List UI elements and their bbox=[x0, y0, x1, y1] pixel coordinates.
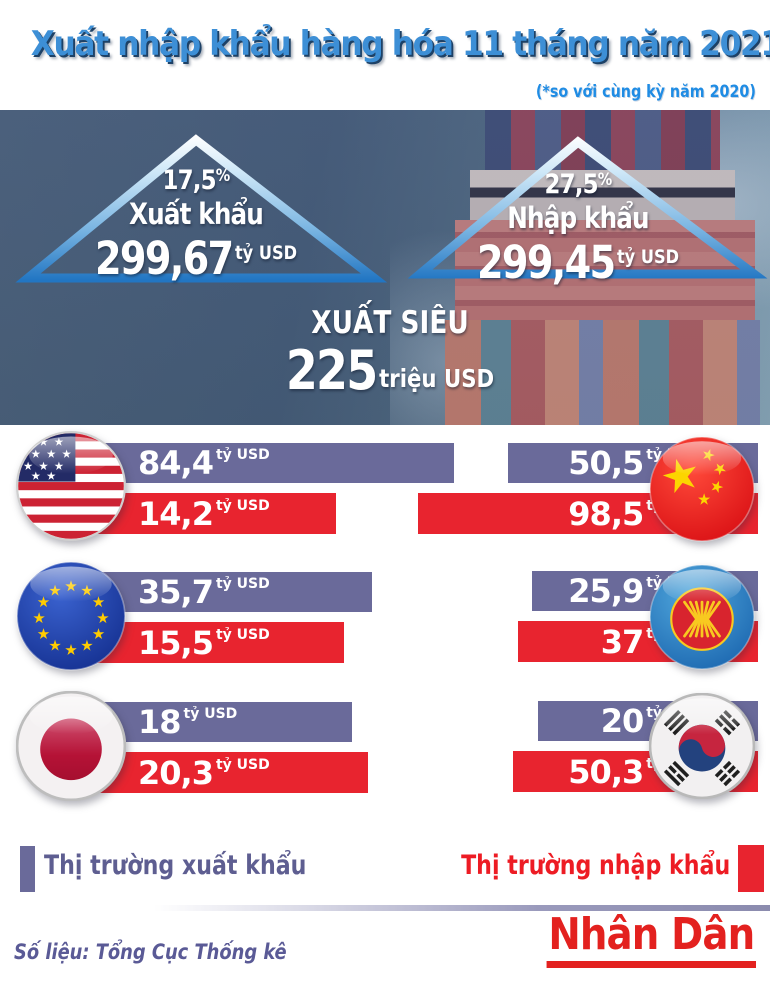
import-total-unit: tỷ USD bbox=[616, 245, 679, 268]
growth-triangles bbox=[15, 134, 768, 283]
trade-balance: XUẤT SIÊU 225 triệu USD bbox=[271, 306, 509, 398]
import-total-value: 299,45 bbox=[477, 235, 616, 289]
nhan-dan-logo: Nhân Dân bbox=[546, 911, 756, 969]
trade-balance-unit: triệu USD bbox=[379, 364, 495, 394]
japan-import-value: 20,3 bbox=[138, 753, 214, 792]
export-legend-swatch bbox=[20, 846, 35, 892]
trade-balance-label: XUẤT SIÊU bbox=[311, 305, 469, 341]
asean-export-value: 25,9 bbox=[568, 572, 644, 610]
import-triangle-text: 27,5% Nhập khẩu 299,45 tỷ USD bbox=[476, 170, 680, 285]
import-label: Nhập khẩu bbox=[507, 200, 649, 235]
china-import-value: 98,5 bbox=[568, 494, 644, 533]
value-unit: tỷ USD bbox=[215, 497, 270, 514]
photo-tint-overlay bbox=[0, 110, 770, 425]
china-flag-icon bbox=[649, 436, 755, 542]
usa-import-value: 14,2 bbox=[138, 494, 214, 533]
import-triangle-icon bbox=[407, 136, 768, 279]
export-triangle-icon bbox=[15, 134, 388, 283]
eu-import-value: 15,5 bbox=[138, 623, 214, 662]
export-label: Xuất khẩu bbox=[128, 196, 264, 231]
south-korea-flag-icon bbox=[649, 693, 755, 799]
export-total: 299,67 tỷ USD bbox=[94, 236, 298, 281]
value-unit: tỷ USD bbox=[215, 447, 270, 463]
percent-symbol: % bbox=[597, 170, 612, 190]
korea-import-value: 50,3 bbox=[568, 752, 644, 791]
usa-flag-icon bbox=[16, 431, 126, 541]
eu-flag-icon bbox=[16, 561, 126, 671]
page-title: Xuất nhập khẩu hàng hóa 11 tháng năm 202… bbox=[30, 24, 770, 64]
export-triangle-text: 17,5% Xuất khẩu 299,67 tỷ USD bbox=[94, 166, 298, 281]
import-legend-swatch bbox=[738, 845, 764, 892]
eu-export-value: 35,7 bbox=[138, 573, 214, 611]
container-stack-bottom bbox=[445, 320, 760, 425]
trade-balance-value: 225 bbox=[285, 339, 378, 403]
trade-balance-total: 225 triệu USD bbox=[271, 344, 509, 398]
korea-export-value: 20 bbox=[600, 702, 645, 740]
percent-symbol: % bbox=[215, 166, 230, 186]
export-total-unit: tỷ USD bbox=[234, 241, 297, 264]
asean-import-value: 37 bbox=[600, 622, 645, 661]
import-legend-label: Thị trường nhập khẩu bbox=[460, 850, 730, 881]
value-unit: tỷ USD bbox=[215, 576, 270, 592]
value-unit: tỷ USD bbox=[183, 706, 238, 722]
japan-flag-icon bbox=[16, 691, 126, 801]
value-unit: tỷ USD bbox=[215, 626, 270, 643]
china-export-value: 50,5 bbox=[568, 444, 644, 482]
export-legend-label: Thị trường xuất khẩu bbox=[44, 850, 307, 881]
asean-flag-icon bbox=[649, 564, 755, 670]
usa-export-value: 84,4 bbox=[138, 444, 214, 482]
hero-photo: 17,5% Xuất khẩu 299,67 tỷ USD 27,5% Nhập… bbox=[0, 110, 770, 425]
export-total-value: 299,67 bbox=[95, 231, 234, 285]
value-unit: tỷ USD bbox=[215, 756, 270, 773]
import-growth-percent: 27,5% bbox=[476, 170, 680, 200]
import-total: 299,45 tỷ USD bbox=[476, 240, 680, 285]
footer-divider bbox=[0, 905, 770, 911]
export-percent-value: 17,5 bbox=[162, 165, 217, 196]
data-source-credit: Số liệu: Tổng Cục Thống kê bbox=[14, 940, 287, 964]
japan-export-value: 18 bbox=[138, 703, 182, 741]
import-percent-value: 27,5 bbox=[544, 169, 599, 200]
page-subtitle: (*so với cùng kỳ năm 2020) bbox=[536, 82, 756, 102]
export-growth-percent: 17,5% bbox=[94, 166, 298, 196]
